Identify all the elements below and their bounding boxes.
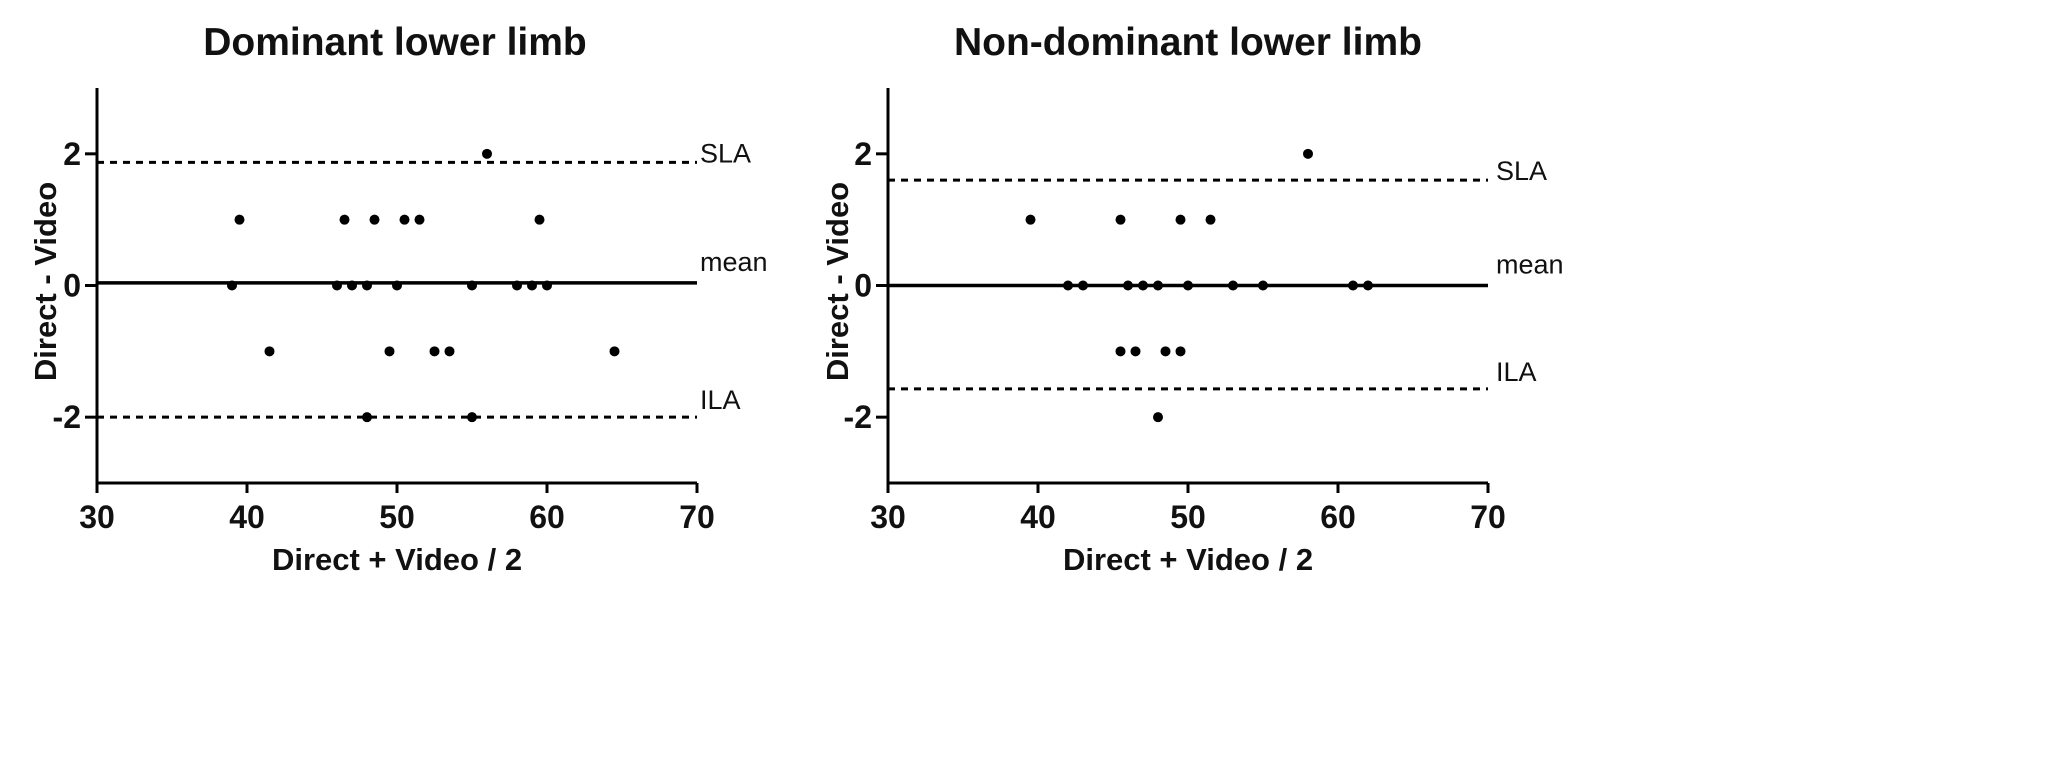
x-axis-title: Direct + Video / 2 [1063,542,1313,577]
data-point [1348,280,1358,291]
x-tick-label: 50 [1170,499,1206,535]
mean-label: mean [700,247,768,277]
data-point [1025,214,1036,225]
data-point [264,346,275,357]
data-point [362,412,372,423]
data-point [527,280,537,291]
x-tick-label: 70 [1470,499,1506,535]
y-tick-label: 0 [63,268,81,304]
data-point [467,280,477,291]
x-tick-label: 30 [870,499,906,535]
data-point [444,346,455,357]
x-tick-label: 60 [1320,499,1356,535]
data-point [339,214,350,225]
mean-label: mean [1496,250,1564,280]
data-point [1153,280,1163,291]
x-tick-label: 40 [229,499,265,535]
x-axis-title: Direct + Video / 2 [272,542,522,577]
y-tick-label: 2 [854,136,872,172]
ila-label: ILA [700,385,741,415]
data-point [1063,280,1073,291]
data-point [362,280,372,291]
data-point [1130,346,1141,357]
data-point [467,412,477,423]
data-point [392,280,402,291]
y-axis-title: Direct - Video [28,182,63,381]
chart-title: Non-dominant lower limb [954,21,1422,64]
data-point [234,214,245,225]
data-point [1258,280,1268,291]
y-tick-label: -2 [53,399,81,435]
y-tick-label: 2 [63,136,81,172]
data-point [512,280,522,291]
data-point [1363,280,1373,291]
data-point [369,214,380,225]
data-point [1205,214,1216,225]
data-point [332,280,342,291]
data-point [384,346,395,357]
data-point [1115,214,1126,225]
chart-panel-non-dominant: Non-dominant lower limb 30 40 50 60 70 2 0 -2 Dir… [820,21,1564,577]
data-point [1183,280,1193,291]
data-point [1138,280,1148,291]
chart-title: Dominant lower limb [203,21,587,64]
data-point [609,346,620,357]
sla-label: SLA [1496,156,1547,186]
data-point [1153,412,1163,423]
data-point [227,280,237,291]
data-point [347,280,357,291]
x-tick-label: 70 [679,499,715,535]
data-point [1160,346,1171,357]
data-point [534,214,545,225]
x-tick-label: 30 [79,499,115,535]
x-tick-label: 60 [529,499,565,535]
sla-label: SLA [700,138,751,168]
y-tick-label: 0 [854,268,872,304]
chart-panel-dominant: Dominant lower limb 30 40 50 60 70 2 0 -2 Direct … [28,21,768,577]
data-point [1078,280,1088,291]
data-point [1115,346,1126,357]
data-point [1228,280,1238,291]
data-point [1175,346,1186,357]
x-tick-label: 40 [1020,499,1056,535]
y-axis-title: Direct - Video [820,182,855,381]
x-tick-label: 50 [379,499,415,535]
data-point [542,280,552,291]
data-point [482,148,492,159]
data-point [399,214,410,225]
y-tick-label: -2 [844,399,872,435]
data-point [1175,214,1186,225]
data-point [414,214,425,225]
ila-label: ILA [1496,357,1537,387]
data-point [1123,280,1133,291]
data-point [429,346,440,357]
data-point [1303,148,1313,159]
